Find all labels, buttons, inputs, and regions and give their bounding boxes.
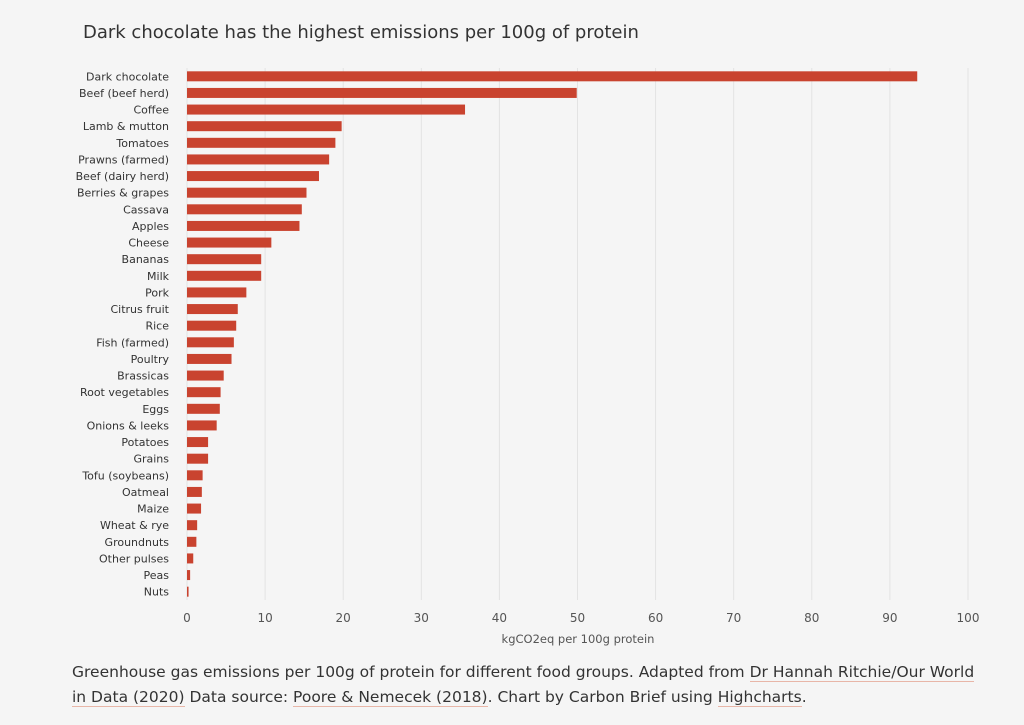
- category-label: Nuts: [144, 586, 170, 599]
- category-label: Peas: [144, 569, 170, 582]
- x-tick-label: 10: [257, 611, 272, 625]
- category-label: Eggs: [142, 403, 169, 416]
- bar[interactable]: [187, 387, 221, 398]
- category-label: Rice: [145, 320, 169, 333]
- category-labels: Dark chocolate Beef (beef herd) Coffee Lamb…: [76, 70, 170, 598]
- bar[interactable]: [187, 187, 307, 198]
- category-label: Other pulses: [99, 552, 169, 565]
- bar[interactable]: [187, 586, 189, 597]
- bar[interactable]: [187, 470, 203, 481]
- category-label: Maize: [137, 503, 169, 516]
- category-label: Pork: [145, 286, 169, 299]
- bar[interactable]: [187, 370, 224, 381]
- category-label: Tomatoes: [115, 137, 169, 150]
- bar[interactable]: [187, 570, 191, 581]
- bar[interactable]: [187, 437, 209, 448]
- category-label: Wheat & rye: [100, 519, 169, 532]
- bar[interactable]: [187, 171, 319, 182]
- category-label: Coffee: [133, 104, 169, 117]
- category-label: Potatoes: [121, 436, 169, 449]
- category-label: Apples: [132, 220, 169, 233]
- x-axis-title: kgCO2eq per 100g protein: [502, 632, 655, 646]
- category-label: Dark chocolate: [86, 70, 169, 83]
- bar-chart: Dark chocolate Beef (beef herd) Coffee Lamb…: [76, 68, 979, 646]
- bar[interactable]: [187, 87, 577, 98]
- category-label: Poultry: [131, 353, 170, 366]
- bar[interactable]: [187, 553, 194, 564]
- x-tick-label: 100: [957, 611, 980, 625]
- x-axis-tick-labels: 0 10 20 30 40 50 60 70 80 90 100: [183, 611, 979, 625]
- chart-title: Dark chocolate has the highest emissions…: [83, 22, 639, 43]
- bar[interactable]: [187, 71, 918, 82]
- category-label: Grains: [133, 453, 169, 466]
- category-label: Onions & leeks: [87, 419, 170, 432]
- caption-text-2: Data source:: [184, 688, 294, 706]
- x-tick-label: 20: [336, 611, 351, 625]
- bar[interactable]: [187, 121, 342, 132]
- bar[interactable]: [187, 254, 262, 265]
- x-tick-label: 70: [726, 611, 741, 625]
- caption-text-1: Greenhouse gas emissions per 100g of pro…: [72, 663, 750, 681]
- bar[interactable]: [187, 287, 247, 298]
- category-label: Brassicas: [117, 370, 169, 383]
- category-label: Citrus fruit: [110, 303, 169, 316]
- category-label: Lamb & mutton: [83, 120, 169, 133]
- bar[interactable]: [187, 304, 238, 315]
- category-label: Tofu (soybeans): [81, 469, 169, 482]
- category-label: Beef (beef herd): [79, 87, 169, 100]
- bar[interactable]: [187, 154, 330, 165]
- chart-panel: Dark chocolate has the highest emissions…: [75, 22, 980, 646]
- bar[interactable]: [187, 486, 202, 497]
- grid-lines: [186, 68, 969, 600]
- category-label: Fish (farmed): [96, 336, 169, 349]
- category-label: Cassava: [123, 203, 169, 216]
- bar[interactable]: [187, 353, 232, 364]
- source-link-ritchie[interactable]: Dr Hannah Ritchie/Our World in Data (202…: [72, 663, 975, 707]
- x-tick-label: 30: [414, 611, 429, 625]
- category-label: Oatmeal: [122, 486, 169, 499]
- x-tick-label: 80: [804, 611, 819, 625]
- bar[interactable]: [187, 420, 217, 431]
- category-label: Root vegetables: [80, 386, 169, 399]
- bar[interactable]: [187, 403, 220, 414]
- bar[interactable]: [187, 337, 234, 348]
- source-link-poore-nemecek[interactable]: Poore & Nemecek (2018): [293, 688, 488, 707]
- bar[interactable]: [187, 237, 272, 248]
- category-label: Beef (dairy herd): [76, 170, 169, 183]
- x-tick-label: 60: [648, 611, 663, 625]
- category-label: Prawns (farmed): [78, 153, 169, 166]
- bar[interactable]: [187, 220, 300, 231]
- bar[interactable]: [187, 503, 202, 514]
- x-tick-label: 40: [492, 611, 507, 625]
- bar[interactable]: [187, 270, 262, 281]
- bar[interactable]: [187, 104, 466, 115]
- category-label: Milk: [147, 270, 170, 283]
- bar[interactable]: [187, 453, 209, 464]
- caption-text-4: .: [801, 688, 807, 706]
- category-label: Bananas: [122, 253, 170, 266]
- bar[interactable]: [187, 320, 237, 331]
- bar[interactable]: [187, 536, 197, 547]
- category-label: Cheese: [128, 237, 169, 250]
- category-label: Berries & grapes: [77, 187, 169, 200]
- x-tick-label: 90: [882, 611, 897, 625]
- caption-text-3: . Chart by Carbon Brief using: [487, 688, 718, 706]
- chart-caption: Greenhouse gas emissions per 100g of pro…: [72, 660, 992, 710]
- bars: [187, 71, 918, 597]
- x-tick-label: 0: [183, 611, 191, 625]
- category-label: Groundnuts: [105, 536, 170, 549]
- bar[interactable]: [187, 520, 198, 531]
- x-tick-label: 50: [570, 611, 585, 625]
- bar[interactable]: [187, 204, 302, 215]
- highcharts-link[interactable]: Highcharts: [717, 688, 802, 707]
- bar[interactable]: [187, 137, 336, 148]
